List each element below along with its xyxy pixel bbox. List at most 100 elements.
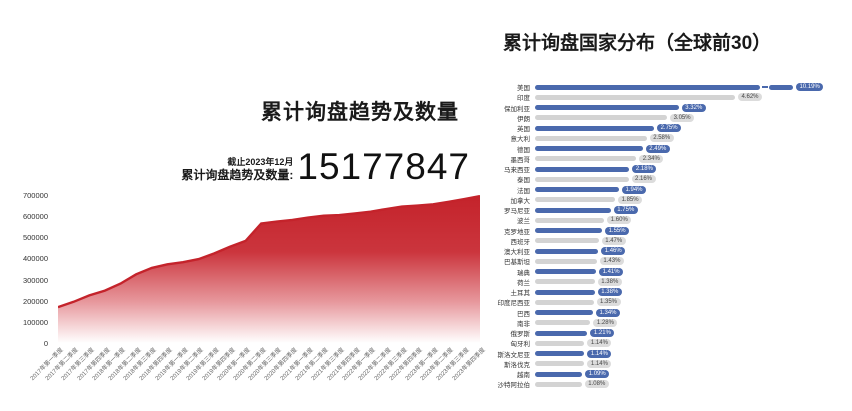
- bar: [535, 135, 647, 141]
- bar: [535, 217, 605, 223]
- bar-row: 法国 1.94%: [478, 185, 852, 195]
- bar: [535, 115, 668, 121]
- total-inquiries-value: 15177847: [297, 146, 470, 187]
- country-label: 伊朗: [517, 115, 530, 123]
- asof-label: 截止2023年12月: [227, 157, 294, 167]
- percent-badge: 1.14%: [587, 339, 612, 348]
- bar-row: 沙特阿拉伯 1.08%: [478, 379, 852, 389]
- country-label: 美国: [517, 85, 530, 93]
- bar-row: 土耳其 1.38%: [478, 287, 852, 297]
- country-label: 加拿大: [510, 197, 531, 205]
- country-label: 印度尼西亚: [497, 300, 531, 308]
- percent-badge: 1.94%: [622, 185, 647, 194]
- bar-row: 巴基斯坦 1.43%: [478, 256, 852, 266]
- bar: [535, 156, 637, 162]
- area-fill: [58, 196, 480, 343]
- country-label: 土耳其: [510, 290, 531, 298]
- percent-badge: 1.41%: [599, 267, 624, 276]
- country-label: 俄罗斯: [510, 331, 531, 339]
- bar: [535, 228, 603, 234]
- bar: [535, 187, 619, 193]
- percent-badge: 1.09%: [585, 370, 610, 379]
- country-label: 罗马尼亚: [504, 208, 530, 216]
- y-tick-label: 600000: [22, 212, 48, 222]
- bar: [535, 340, 585, 346]
- bar-row: 英国 2.75%: [478, 123, 852, 133]
- bar: [535, 207, 611, 213]
- bar-row: 印度尼西亚 1.35%: [478, 297, 852, 307]
- bar-row: 泰国 2.16%: [478, 174, 852, 184]
- bar: [535, 197, 616, 203]
- country-label: 巴西: [517, 310, 530, 318]
- country-label: 保加利亚: [504, 105, 530, 113]
- trend-line: [57, 194, 481, 309]
- y-tick-label: 200000: [22, 296, 48, 306]
- right-chart-title: 累计询盘国家分布（全球前30）: [503, 33, 772, 54]
- percent-badge: 10.19%: [796, 83, 824, 92]
- bar: [535, 361, 585, 367]
- country-label: 斯洛文尼亚: [497, 351, 531, 359]
- percent-badge: 1.75%: [613, 206, 638, 215]
- area-chart: [57, 194, 481, 343]
- y-tick-label: 300000: [22, 275, 48, 285]
- percent-badge: 3.32%: [681, 103, 706, 112]
- percent-badge: 1.43%: [599, 257, 624, 266]
- bar: [535, 258, 597, 264]
- country-label: 墨西哥: [510, 156, 531, 164]
- country-label: 马来西亚: [504, 167, 530, 175]
- y-tick-label: 700000: [22, 191, 48, 200]
- bar: [535, 94, 735, 100]
- country-label: 南非: [517, 320, 530, 328]
- y-tick-label: 0: [43, 339, 48, 348]
- percent-badge: 1.47%: [601, 236, 626, 245]
- bar-row: 荷兰 1.38%: [478, 277, 852, 287]
- percent-badge: 1.85%: [618, 195, 643, 204]
- country-label: 德国: [517, 146, 530, 154]
- bar: [535, 289, 595, 295]
- bar-row: 印度 4.62%: [478, 92, 852, 102]
- bar: [535, 330, 588, 336]
- percent-badge: 1.28%: [593, 318, 618, 327]
- percent-badge: 1.08%: [584, 380, 609, 389]
- bar-row: 越南 1.09%: [478, 369, 852, 379]
- percent-badge: 1.55%: [605, 226, 630, 235]
- area-chart-y-axis: 0 100000 200000 300000 400000 500000 600000 700…: [0, 191, 52, 348]
- bar: [535, 299, 594, 305]
- percent-badge: 1.38%: [597, 277, 622, 286]
- percent-badge: 1.14%: [587, 359, 612, 368]
- percent-badge: 2.18%: [632, 165, 657, 174]
- stat-labels: 截止2023年12月 累计询盘趋势及数量:: [181, 157, 293, 186]
- country-label: 斯洛伐克: [504, 361, 530, 369]
- bar: [535, 125, 655, 131]
- bar: [535, 320, 591, 326]
- bar: [535, 279, 595, 285]
- percent-badge: 1.38%: [597, 288, 622, 297]
- stat-block: 截止2023年12月 累计询盘趋势及数量: 15177847: [150, 148, 470, 186]
- bar-row: 南非 1.28%: [478, 318, 852, 328]
- y-tick-label: 500000: [22, 233, 48, 243]
- country-label: 克罗地亚: [504, 228, 530, 236]
- bar-segment: [769, 84, 793, 90]
- bar-chart: 美国 10.19% 印度 4.62% 保加利亚 3.32% 伊朗 3.05% 英国 2.75% 意大…: [478, 82, 852, 390]
- bar: [535, 371, 583, 377]
- country-label: 波兰: [517, 218, 530, 226]
- country-label: 匈牙利: [510, 341, 531, 349]
- bar-row: 伊朗 3.05%: [478, 113, 852, 123]
- y-tick-label: 100000: [22, 317, 48, 327]
- country-label: 印度: [517, 95, 530, 103]
- percent-badge: 1.34%: [596, 308, 621, 317]
- bar-row: 斯洛伐克 1.14%: [478, 359, 852, 369]
- bar: [535, 176, 629, 182]
- area-chart-svg: [57, 194, 481, 343]
- country-label: 越南: [517, 372, 530, 380]
- axis-break-dash: [761, 86, 768, 88]
- left-chart-title: 累计询盘趋势及数量: [261, 101, 459, 124]
- percent-badge: 1.21%: [590, 329, 615, 338]
- bar-row: 墨西哥 2.34%: [478, 154, 852, 164]
- bar: [535, 269, 597, 275]
- area-chart-x-axis: 2017年第一季度 2017年第二季度 2017年第三季度 2017年第四季度 2018…: [29, 345, 486, 405]
- bar: [535, 248, 599, 254]
- country-label: 意大利: [510, 136, 531, 144]
- bar-row: 美国 10.19%: [478, 82, 852, 92]
